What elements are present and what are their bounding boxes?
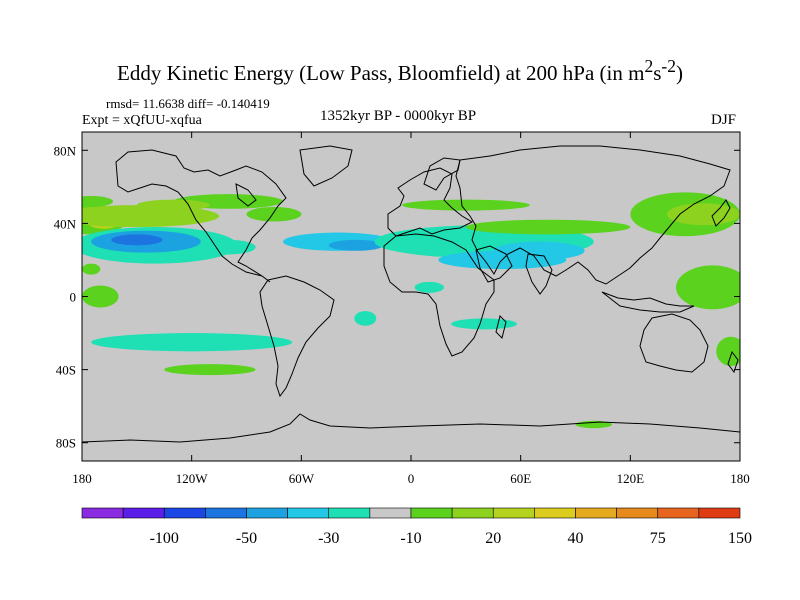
colorbar-label-0: -100 [150, 530, 179, 547]
title-sup1: 2 [644, 56, 654, 76]
field-26 [414, 281, 444, 293]
coast-south-america [259, 275, 335, 398]
stats-label: rmsd= 11.6638 diff= -0.140419 [106, 96, 270, 111]
title-mid: s [653, 61, 662, 85]
colorbar-swatch-4 [246, 507, 288, 519]
field-22 [164, 364, 256, 376]
title-sup2: -2 [661, 56, 676, 76]
field-10 [200, 239, 256, 255]
y-tick-label-2: 0 [70, 290, 77, 305]
y-tick-label-1: 40N [54, 216, 77, 231]
coast-madagascar [495, 315, 507, 339]
coast-greenland [299, 145, 353, 187]
colorbar-swatch-2 [163, 507, 206, 519]
field-2 [82, 205, 220, 228]
colorbar-label-6: 75 [650, 530, 666, 547]
field-5 [136, 199, 210, 211]
chart-title: Eddy Kinetic Energy (Low Pass, Bloomfiel… [0, 56, 800, 86]
coast-australia [639, 313, 709, 373]
colorbar-swatch-5 [287, 507, 330, 519]
colorbar-swatch-3 [205, 507, 247, 519]
field-29 [716, 336, 740, 366]
field-24 [82, 263, 101, 275]
colorbar-label-3: -10 [400, 530, 421, 547]
field-27 [451, 318, 518, 330]
field-6 [246, 206, 302, 222]
colorbar-swatch-14 [657, 507, 700, 519]
x-tick-label-1: 120W [176, 471, 209, 486]
map-background [82, 132, 740, 461]
field-15 [493, 241, 585, 260]
x-tick-label-3: 0 [408, 471, 415, 486]
field-9 [111, 234, 163, 246]
anomaly-fields [82, 192, 740, 429]
coast-arabia [475, 245, 513, 283]
colorbar-label-7: 150 [728, 530, 752, 547]
colorbar: -100 -50 -30 -10 20 40 75 150 [81, 507, 752, 547]
field-17 [401, 199, 530, 211]
y-tick-label-4: 80S [56, 436, 76, 451]
colorbar-swatch-1 [122, 507, 165, 519]
coast-africa [383, 233, 495, 357]
coast-new-zealand [727, 350, 739, 374]
colorbar-swatch-15 [698, 507, 741, 519]
coast-north-america [115, 149, 287, 283]
field-16 [465, 219, 631, 235]
coast-india [525, 253, 553, 295]
colorbar-swatch-0 [81, 507, 124, 519]
field-12 [328, 239, 384, 251]
x-tick-label-6: 180 [730, 471, 750, 486]
field-21 [91, 333, 293, 352]
field-20 [676, 265, 740, 310]
coast-europe [387, 167, 474, 237]
coast-asia [455, 145, 731, 285]
colorbar-label-2: -30 [318, 530, 339, 547]
field-25 [354, 311, 377, 326]
colorbar-label-4: 20 [485, 530, 501, 547]
coastlines [82, 145, 740, 443]
coast-hudson-bay [235, 183, 257, 207]
coast-indonesia [601, 291, 695, 313]
colorbar-swatch-8 [410, 507, 453, 519]
y-tick-label-3: 40S [56, 363, 76, 378]
colorbar-label-5: 40 [568, 530, 584, 547]
x-tick-label-4: 60E [510, 471, 531, 486]
colorbar-swatch-10 [492, 507, 535, 519]
colorbar-swatch-7 [369, 507, 412, 519]
season-label: DJF [711, 112, 737, 128]
x-tick-label-2: 60W [289, 471, 315, 486]
x-tick-label-5: 120E [617, 471, 645, 486]
title-end: ) [675, 61, 683, 85]
x-tick-label-0: 180 [72, 471, 92, 486]
colorbar-label-1: -50 [236, 530, 257, 547]
colorbar-swatch-13 [616, 507, 659, 519]
field-23 [82, 285, 119, 308]
experiment-label: Expt = xQfUU-xqfua [82, 113, 202, 128]
colorbar-swatch-12 [575, 507, 617, 519]
coast-japan [711, 199, 731, 227]
period-label: 1352kyr BP - 0000kyr BP [320, 108, 477, 124]
axes: 180 120W 60W 0 60E 120E 180 80N 40N 0 40S 80S [54, 132, 750, 486]
colorbar-swatch-6 [328, 507, 371, 519]
colorbar-swatch-9 [451, 507, 494, 519]
coast-antarctica [82, 413, 740, 443]
colorbar-swatch-11 [534, 507, 576, 519]
field-3 [82, 195, 114, 207]
y-tick-label-0: 80N [54, 143, 77, 158]
title-main: Eddy Kinetic Energy (Low Pass, Bloomfiel… [117, 61, 645, 85]
